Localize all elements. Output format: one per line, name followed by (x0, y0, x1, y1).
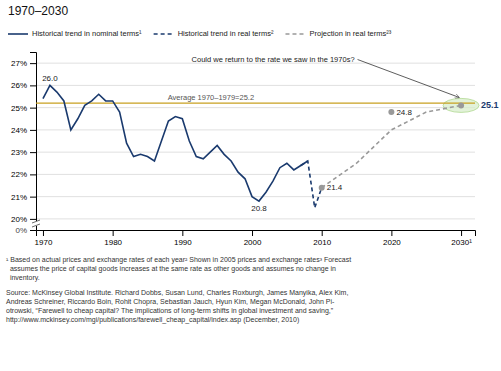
y-tick-mark (30, 108, 36, 109)
data-label: 21.4 (327, 183, 343, 192)
grid-line (36, 129, 475, 130)
y-tick-mark (30, 219, 36, 220)
axis-break (32, 220, 40, 227)
data-label: 20.8 (251, 204, 267, 213)
chart: 1970–2030 Historical trend in nominal ter… (0, 0, 501, 371)
axis-break-line (32, 224, 40, 227)
y-tick-mark (30, 197, 36, 198)
x-tick: 1980 (104, 230, 122, 247)
legend-label: Historical trend in real terms² (178, 29, 274, 38)
footnote: ¹ Based on actual prices and exchange ra… (6, 256, 351, 282)
grid-line (36, 174, 475, 175)
y-tick-mark (30, 63, 36, 64)
grid-line (36, 218, 475, 219)
y-tick: 27% (11, 59, 36, 68)
plot-area (36, 85, 475, 207)
legend-label: Projection in real terms²³ (309, 29, 391, 38)
reference-line (36, 103, 475, 104)
y-tick-label: 25% (11, 104, 27, 113)
x-tick-mark (322, 230, 323, 236)
x-tick-label: 1990 (174, 238, 192, 247)
y-tick-label: 21% (11, 193, 27, 202)
annotation-arrow (358, 60, 459, 98)
y-tick-mark (30, 174, 36, 175)
x-tick-mark (182, 230, 183, 236)
x-axis: 1970 1980 1990 2000 2010 2020 2030¹ (35, 230, 476, 247)
x-tick-mark (113, 230, 114, 236)
y-tick: 21% (11, 193, 36, 202)
x-tick-mark (461, 230, 462, 236)
highlight (443, 98, 479, 112)
grid-line (36, 85, 475, 86)
x-tick: 2020 (383, 230, 401, 247)
x-axis-line (37, 231, 476, 237)
grid (36, 63, 475, 219)
x-tick-label: 2020 (383, 238, 401, 247)
legend-item: Historical trend in real terms² (154, 29, 274, 38)
y-axis-line (30, 53, 37, 231)
x-tick: 2030¹ (451, 230, 472, 247)
marker (388, 109, 394, 115)
series-line (322, 105, 461, 187)
grid-line (36, 196, 475, 197)
y-tick-mark (30, 152, 36, 153)
footnote: Source: McKinsey Global Institute. Richa… (6, 289, 348, 324)
y-tick: 26% (11, 81, 36, 90)
series-line (301, 161, 322, 208)
data-label: 26.0 (42, 74, 58, 83)
x-tick-mark (43, 230, 44, 236)
x-tick-label: 2000 (244, 238, 262, 247)
legend-swatch (285, 33, 305, 35)
reference-label: Average 1970–1979=25.2 (168, 93, 254, 102)
y-tick: 22% (11, 170, 36, 179)
marker (319, 185, 325, 191)
legend-item: Historical trend in nominal terms¹ (8, 29, 142, 38)
y-break-label: 0% (15, 226, 27, 235)
title: 1970–2030 (8, 4, 68, 18)
y-tick-label: 27% (11, 59, 27, 68)
labels: Average 1970–1979=25.2 26.0 20.8 21.4 24.8 25… (42, 55, 498, 213)
axis-break-line (32, 220, 40, 223)
x-tick: 1990 (174, 230, 192, 247)
y-tick-label: 26% (11, 81, 27, 90)
y-tick: 25% (11, 104, 36, 113)
y-tick-label: 22% (11, 170, 27, 179)
x-tick-mark (391, 230, 392, 236)
marker (458, 102, 464, 108)
y-tick-label: 23% (11, 148, 27, 157)
y-tick-label: 24% (11, 126, 27, 135)
series-line (43, 85, 308, 201)
data-label: 24.8 (396, 108, 412, 117)
y-tick-mark (30, 130, 36, 131)
legend-swatch (154, 33, 174, 35)
x-tick-label: 1980 (104, 238, 122, 247)
annotation: Could we return to the rate we saw in th… (192, 55, 355, 64)
legend: Historical trend in nominal terms¹ Histor… (8, 29, 392, 38)
x-tick-mark (252, 230, 253, 236)
y-tick: 23% (11, 148, 36, 157)
y-axis: 20% 21% 22% 23% 24% 25% 26% 27% (11, 53, 37, 231)
y-tick-mark (30, 85, 36, 86)
y-tick-label: 20% (11, 215, 27, 224)
x-tick-label: 2010 (313, 238, 331, 247)
legend-swatch (8, 33, 28, 35)
x-tick: 2010 (313, 230, 331, 247)
data-label: 25.1 (481, 100, 499, 110)
legend-label: Historical trend in nominal terms¹ (32, 29, 142, 38)
x-tick: 1970 (35, 230, 53, 247)
x-tick: 2000 (244, 230, 262, 247)
legend-item: Projection in real terms²³ (285, 29, 391, 38)
x-tick-label: 1970 (35, 238, 53, 247)
grid-line (36, 152, 475, 153)
axis-break-gap (32, 221, 40, 226)
x-tick-label: 2030¹ (451, 238, 472, 247)
y-tick: 24% (11, 126, 36, 135)
